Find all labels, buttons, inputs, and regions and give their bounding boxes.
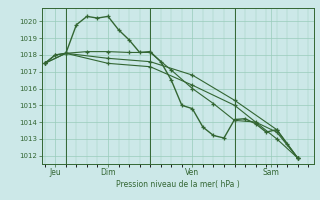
X-axis label: Pression niveau de la mer( hPa ): Pression niveau de la mer( hPa ) — [116, 180, 239, 189]
